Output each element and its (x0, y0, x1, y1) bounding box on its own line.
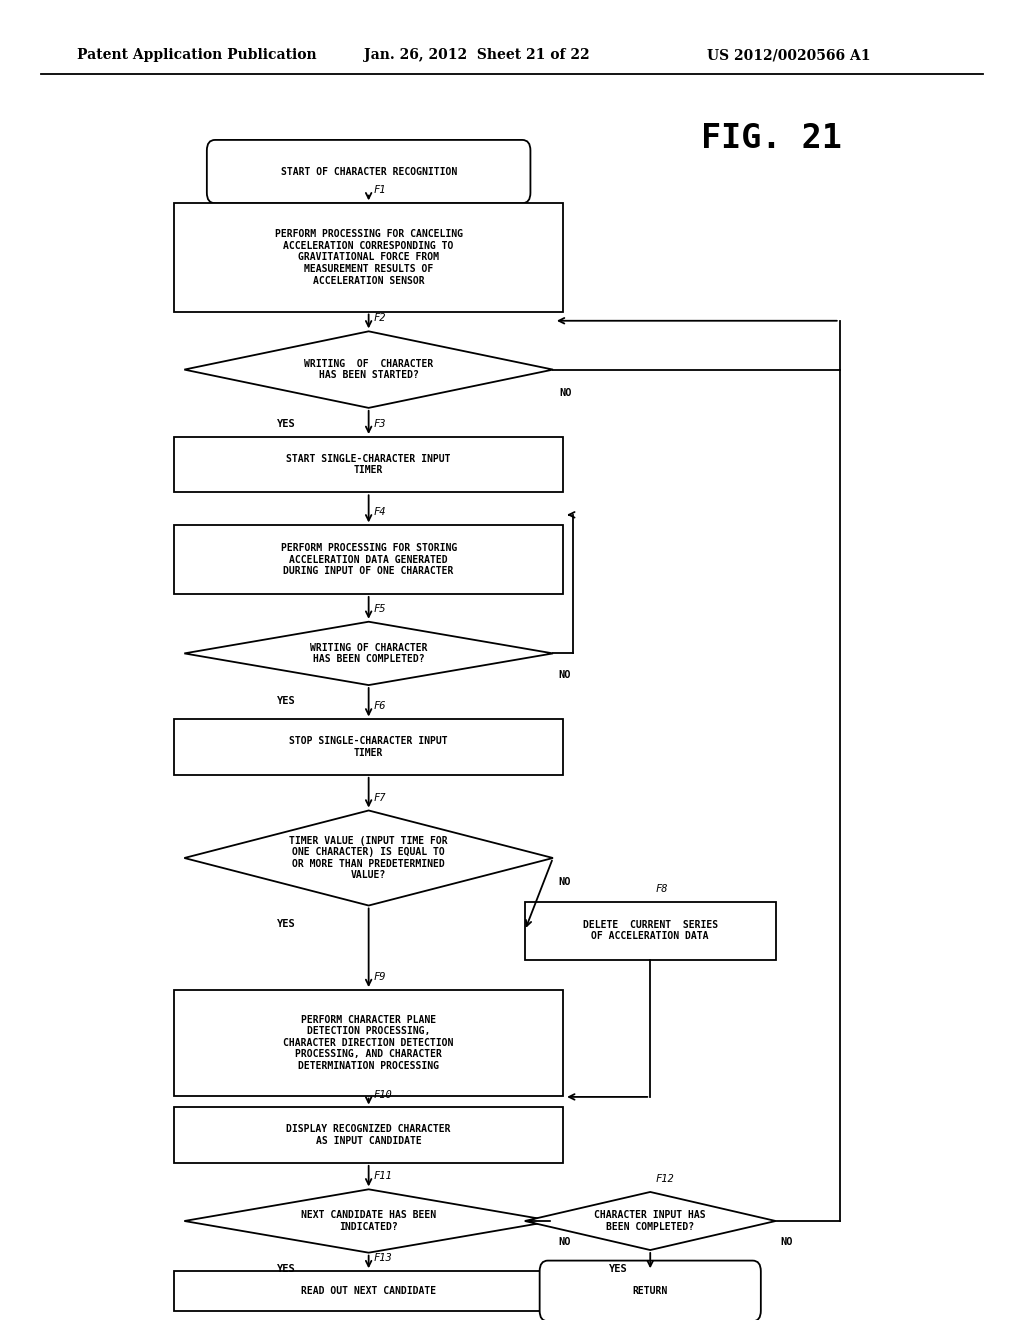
Text: NO: NO (781, 1237, 794, 1247)
Bar (174, 525, 563, 594)
Polygon shape (184, 810, 553, 906)
Text: DELETE  CURRENT  SERIES
OF ACCELERATION DATA: DELETE CURRENT SERIES OF ACCELERATION DA… (583, 920, 718, 941)
Text: CHARACTER INPUT HAS
BEEN COMPLETED?: CHARACTER INPUT HAS BEEN COMPLETED? (594, 1210, 707, 1232)
Text: RETURN: RETURN (633, 1286, 668, 1296)
Text: YES: YES (276, 418, 295, 429)
Text: F1: F1 (374, 185, 386, 195)
Text: Patent Application Publication: Patent Application Publication (77, 49, 316, 62)
Polygon shape (184, 622, 553, 685)
Text: YES: YES (276, 1263, 295, 1274)
Text: NO: NO (558, 669, 570, 680)
Text: WRITING OF CHARACTER
HAS BEEN COMPLETED?: WRITING OF CHARACTER HAS BEEN COMPLETED? (310, 643, 427, 664)
Text: TIMER VALUE (INPUT TIME FOR
ONE CHARACTER) IS EQUAL TO
OR MORE THAN PREDETERMINE: TIMER VALUE (INPUT TIME FOR ONE CHARACTE… (290, 836, 447, 880)
Polygon shape (524, 1192, 776, 1250)
Text: NO: NO (558, 1237, 570, 1247)
Text: YES: YES (276, 696, 295, 706)
Text: PERFORM PROCESSING FOR CANCELING
ACCELERATION CORRESPONDING TO
GRAVITATIONAL FOR: PERFORM PROCESSING FOR CANCELING ACCELER… (274, 230, 463, 285)
FancyBboxPatch shape (540, 1261, 761, 1320)
Text: F10: F10 (374, 1089, 392, 1100)
Bar (174, 437, 563, 492)
Text: F6: F6 (374, 701, 386, 711)
Bar (524, 902, 776, 960)
Text: F13: F13 (374, 1253, 392, 1263)
Text: US 2012/0020566 A1: US 2012/0020566 A1 (707, 49, 870, 62)
Text: F2: F2 (374, 313, 386, 323)
Text: PERFORM PROCESSING FOR STORING
ACCELERATION DATA GENERATED
DURING INPUT OF ONE C: PERFORM PROCESSING FOR STORING ACCELERAT… (281, 543, 457, 577)
Text: NEXT CANDIDATE HAS BEEN
INDICATED?: NEXT CANDIDATE HAS BEEN INDICATED? (301, 1210, 436, 1232)
Text: PERFORM CHARACTER PLANE
DETECTION PROCESSING,
CHARACTER DIRECTION DETECTION
PROC: PERFORM CHARACTER PLANE DETECTION PROCES… (284, 1015, 454, 1071)
Text: YES: YES (609, 1263, 628, 1274)
Text: FIG. 21: FIG. 21 (701, 121, 843, 154)
Bar (174, 990, 563, 1096)
Text: DISPLAY RECOGNIZED CHARACTER
AS INPUT CANDIDATE: DISPLAY RECOGNIZED CHARACTER AS INPUT CA… (287, 1125, 451, 1146)
Text: F4: F4 (374, 507, 386, 517)
Text: F9: F9 (374, 972, 386, 982)
Text: WRITING  OF  CHARACTER
HAS BEEN STARTED?: WRITING OF CHARACTER HAS BEEN STARTED? (304, 359, 433, 380)
Text: START SINGLE-CHARACTER INPUT
TIMER: START SINGLE-CHARACTER INPUT TIMER (287, 454, 451, 475)
Bar (174, 1271, 563, 1311)
Text: F11: F11 (374, 1171, 392, 1181)
Text: Jan. 26, 2012  Sheet 21 of 22: Jan. 26, 2012 Sheet 21 of 22 (364, 49, 589, 62)
Text: F5: F5 (374, 603, 386, 614)
Text: STOP SINGLE-CHARACTER INPUT
TIMER: STOP SINGLE-CHARACTER INPUT TIMER (290, 737, 447, 758)
FancyBboxPatch shape (207, 140, 530, 203)
Text: F7: F7 (374, 792, 386, 803)
Text: F8: F8 (655, 883, 668, 894)
Text: START OF CHARACTER RECOGNITION: START OF CHARACTER RECOGNITION (281, 166, 457, 177)
Text: READ OUT NEXT CANDIDATE: READ OUT NEXT CANDIDATE (301, 1286, 436, 1296)
Polygon shape (184, 1189, 553, 1253)
Bar (174, 719, 563, 775)
Text: NO: NO (558, 876, 570, 887)
Text: F12: F12 (655, 1173, 674, 1184)
Bar (174, 203, 563, 312)
Bar (174, 1107, 563, 1163)
Polygon shape (184, 331, 553, 408)
Text: NO: NO (559, 388, 571, 399)
Text: F3: F3 (374, 418, 386, 429)
Text: YES: YES (276, 919, 295, 929)
